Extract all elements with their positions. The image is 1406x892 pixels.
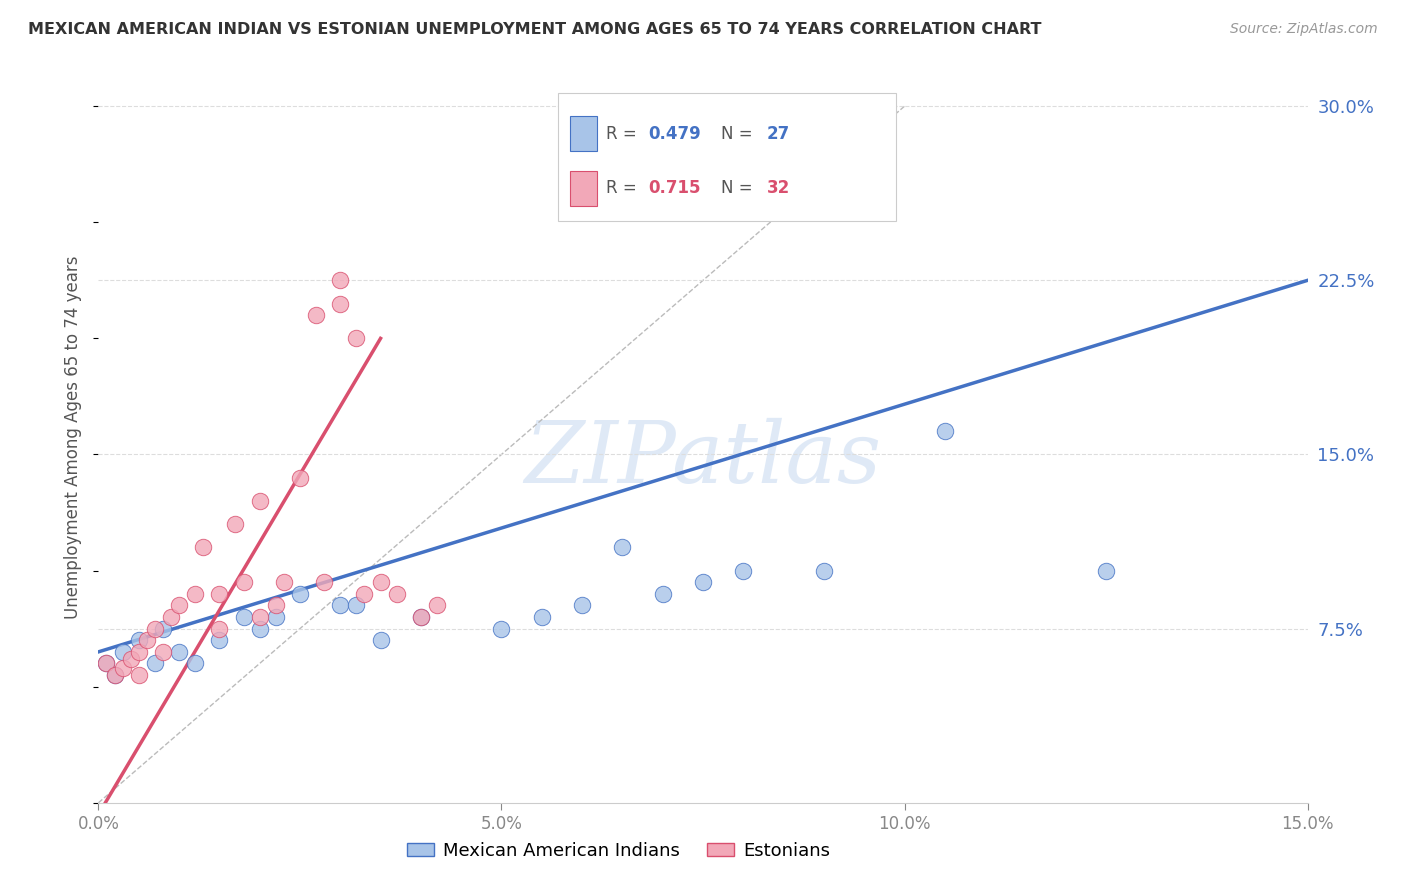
Point bbox=[96, 657, 118, 671]
Point bbox=[612, 541, 634, 555]
Point bbox=[111, 645, 134, 659]
Point bbox=[305, 308, 328, 322]
Text: R =: R = bbox=[606, 179, 643, 197]
Point bbox=[264, 610, 287, 624]
Point bbox=[143, 657, 166, 671]
Y-axis label: Unemployment Among Ages 65 to 74 years: Unemployment Among Ages 65 to 74 years bbox=[65, 255, 83, 619]
Point bbox=[103, 668, 125, 682]
Point bbox=[208, 587, 231, 601]
Point bbox=[344, 331, 367, 345]
Point bbox=[530, 610, 553, 624]
Point bbox=[167, 645, 190, 659]
Point bbox=[128, 633, 150, 648]
Point bbox=[733, 564, 755, 578]
Text: 0.715: 0.715 bbox=[648, 179, 702, 197]
Point bbox=[491, 622, 513, 636]
Point bbox=[224, 517, 246, 532]
Point bbox=[370, 575, 392, 590]
Point bbox=[813, 564, 835, 578]
Point bbox=[370, 633, 392, 648]
Point bbox=[143, 622, 166, 636]
Point bbox=[232, 575, 254, 590]
FancyBboxPatch shape bbox=[569, 171, 596, 206]
Point bbox=[249, 622, 271, 636]
Point bbox=[135, 633, 157, 648]
Point bbox=[111, 661, 134, 675]
Point bbox=[353, 587, 375, 601]
Point bbox=[288, 587, 311, 601]
Point bbox=[288, 471, 311, 485]
Text: MEXICAN AMERICAN INDIAN VS ESTONIAN UNEMPLOYMENT AMONG AGES 65 TO 74 YEARS CORRE: MEXICAN AMERICAN INDIAN VS ESTONIAN UNEM… bbox=[28, 22, 1042, 37]
Point bbox=[329, 273, 352, 287]
Point bbox=[651, 587, 673, 601]
Text: ZIPatlas: ZIPatlas bbox=[524, 417, 882, 500]
Point bbox=[120, 652, 142, 666]
Point bbox=[232, 610, 254, 624]
Point bbox=[409, 610, 432, 624]
Legend: Mexican American Indians, Estonians: Mexican American Indians, Estonians bbox=[399, 835, 837, 867]
Point bbox=[160, 610, 183, 624]
Point bbox=[249, 494, 271, 508]
Point bbox=[208, 622, 231, 636]
Point bbox=[571, 599, 593, 613]
Point bbox=[329, 599, 352, 613]
Point bbox=[152, 622, 174, 636]
FancyBboxPatch shape bbox=[558, 94, 897, 221]
Text: N =: N = bbox=[721, 179, 758, 197]
Point bbox=[96, 657, 118, 671]
Point bbox=[344, 599, 367, 613]
Point bbox=[934, 424, 956, 438]
Point bbox=[273, 575, 295, 590]
Point bbox=[193, 541, 215, 555]
Point bbox=[314, 575, 336, 590]
Point bbox=[184, 657, 207, 671]
Point bbox=[128, 668, 150, 682]
Point bbox=[692, 575, 714, 590]
Point bbox=[167, 599, 190, 613]
Point bbox=[184, 587, 207, 601]
Point bbox=[385, 587, 408, 601]
Point bbox=[208, 633, 231, 648]
Text: Source: ZipAtlas.com: Source: ZipAtlas.com bbox=[1230, 22, 1378, 37]
Point bbox=[103, 668, 125, 682]
Text: R =: R = bbox=[606, 125, 643, 143]
Point bbox=[264, 599, 287, 613]
Point bbox=[249, 610, 271, 624]
Point bbox=[1095, 564, 1118, 578]
Text: 32: 32 bbox=[768, 179, 790, 197]
FancyBboxPatch shape bbox=[569, 116, 596, 151]
Point bbox=[128, 645, 150, 659]
Text: 27: 27 bbox=[768, 125, 790, 143]
Point bbox=[152, 645, 174, 659]
Point bbox=[329, 296, 352, 310]
Point bbox=[409, 610, 432, 624]
Point bbox=[426, 599, 449, 613]
Text: 0.479: 0.479 bbox=[648, 125, 702, 143]
Text: N =: N = bbox=[721, 125, 758, 143]
